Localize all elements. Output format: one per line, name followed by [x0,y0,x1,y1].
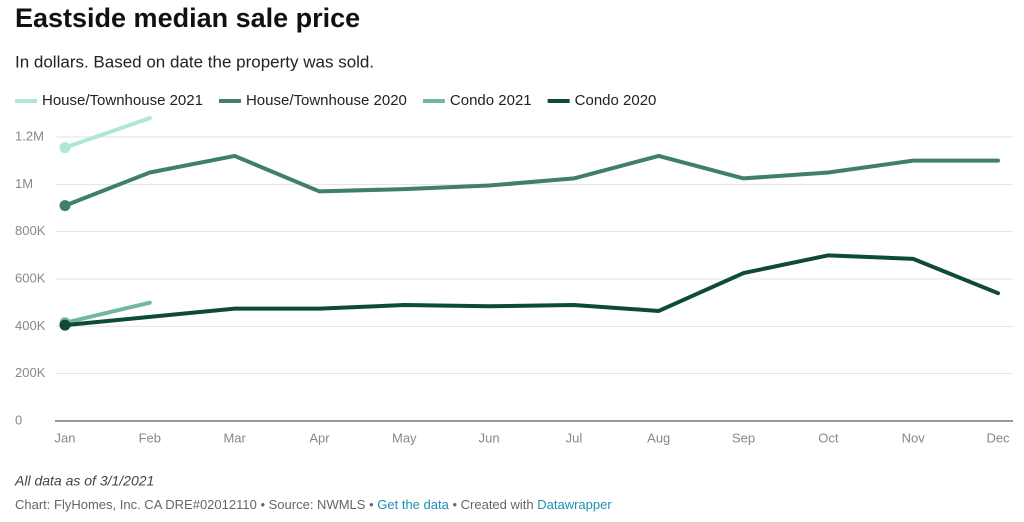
x-tick-label: Sep [732,430,755,445]
y-tick-label: 800K [15,223,46,238]
y-tick-label: 600K [15,270,46,285]
start-dot [59,200,71,212]
y-tick-label: 1.2M [15,128,44,143]
credit: Chart: FlyHomes, Inc. CA DRE#02012110 [15,497,257,512]
legend-label: Condo 2020 [575,92,657,109]
footer: Chart: FlyHomes, Inc. CA DRE#02012110 • … [15,497,612,512]
separator: • [369,497,374,512]
line [63,300,152,325]
separator: • [452,497,457,512]
x-tick-label: Aug [647,430,670,445]
x-tick-label: Mar [223,430,246,445]
x-tick-label: Jun [479,430,500,445]
start-dot [59,142,71,154]
chart-subtitle: In dollars. Based on date the property w… [15,52,374,71]
source: Source: NWMLS [269,497,366,512]
y-tick-label: 1M [15,176,33,191]
legend-label: House/Townhouse 2021 [42,92,203,109]
line [63,153,1000,208]
separator: • [260,497,265,512]
x-tick-label: Jan [55,430,76,445]
x-tick-label: Dec [986,430,1010,445]
x-tick-label: Nov [902,430,926,445]
created-with: Created with [461,497,534,512]
start-dot [59,319,71,331]
y-tick-label: 200K [15,365,46,380]
x-tick-label: May [392,430,417,445]
get-data-link[interactable]: Get the data [377,497,449,512]
legend-label: Condo 2021 [450,92,532,109]
x-tick-label: Apr [309,430,330,445]
notes: All data as of 3/1/2021 [14,473,154,489]
y-tick-label: 400K [15,318,46,333]
chart-title: Eastside median sale price [15,3,360,33]
legend-label: House/Townhouse 2020 [246,92,407,109]
tool-link[interactable]: Datawrapper [537,497,612,512]
y-tick-label: 0 [15,412,22,427]
line [63,253,1000,328]
x-tick-label: Oct [818,430,839,445]
x-tick-label: Jul [566,430,583,445]
x-tick-label: Feb [139,430,161,445]
line [63,116,152,150]
